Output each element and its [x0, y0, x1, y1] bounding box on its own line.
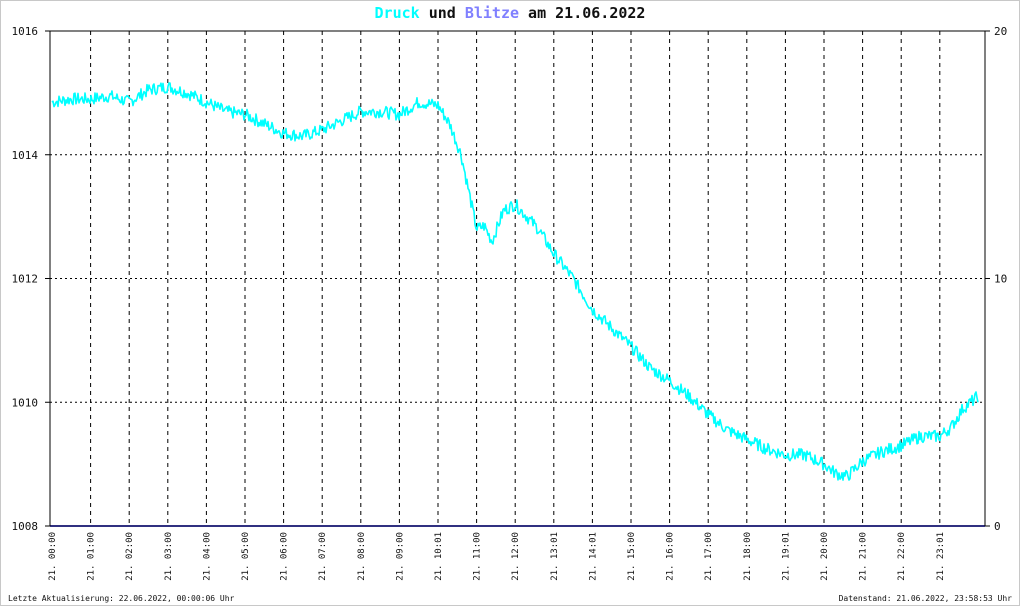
x-tick-label: 21. 17:00	[704, 532, 714, 581]
title-druck: Druck	[374, 4, 420, 22]
x-tick-label: 21. 12:00	[511, 532, 521, 581]
x-tick-label: 21. 21:00	[859, 532, 869, 581]
footer-last-update: Letzte Aktualisierung: 22.06.2022, 00:00…	[8, 594, 235, 603]
series-line-druck	[51, 82, 979, 481]
x-tick-label: 21. 01:00	[87, 532, 97, 581]
x-tick-label: 21. 00:00	[48, 532, 58, 581]
x-tick-label: 21. 11:00	[473, 532, 483, 581]
x-tick-label: 21. 23:01	[936, 532, 946, 581]
x-tick-label: 21. 03:00	[164, 532, 174, 581]
y-right-tick-label: 10	[994, 273, 1007, 286]
footer-data-status: Datenstand: 21.06.2022, 23:58:53 Uhr	[838, 594, 1012, 603]
x-tick-label: 21. 09:00	[395, 532, 405, 581]
axes: 21. 00:00 21. 01:00 21. 02:00 21. 03:00 21. …	[12, 25, 1008, 581]
x-tick-label: 21. 19:01	[781, 532, 791, 581]
x-tick-label: 21. 20:00	[820, 532, 830, 581]
y-right-tick-label: 20	[994, 25, 1007, 38]
chart-title: Druck und Blitze am 21.06.2022	[0, 4, 1020, 22]
title-und: und	[419, 4, 465, 22]
y-left-tick-label: 1012	[12, 273, 39, 286]
x-tick-label: 21. 13:01	[550, 532, 560, 581]
x-tick-label: 21. 08:00	[357, 532, 367, 581]
y-left-tick-label: 1016	[12, 25, 39, 38]
y-left-tick-label: 1008	[12, 520, 39, 533]
x-tick-label: 21. 04:00	[202, 532, 212, 581]
y-left-tick-label: 1014	[12, 149, 39, 162]
x-tick-label: 21. 02:00	[125, 532, 135, 581]
title-date: am 21.06.2022	[519, 4, 646, 22]
x-tick-label: 21. 10:01	[434, 532, 444, 581]
y-right-tick-label: 0	[994, 520, 1001, 533]
title-blitze: Blitze	[464, 4, 520, 22]
x-tick-label: 21. 15:00	[627, 532, 637, 581]
x-tick-label: 21. 07:00	[318, 532, 328, 581]
data-lines	[50, 82, 985, 527]
grid	[50, 31, 985, 526]
x-tick-label: 21. 18:00	[743, 532, 753, 581]
x-tick-label: 21. 22:00	[897, 532, 907, 581]
x-tick-label: 21. 14:01	[588, 532, 598, 581]
x-tick-label: 21. 06:00	[280, 532, 290, 581]
y-left-tick-label: 1010	[12, 396, 39, 409]
x-tick-label: 21. 16:00	[666, 532, 676, 581]
x-tick-label: 21. 05:00	[241, 532, 251, 581]
